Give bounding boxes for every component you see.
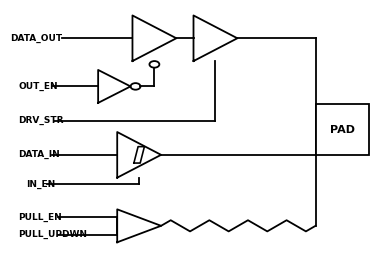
Text: PULL_EN: PULL_EN (18, 212, 62, 221)
Bar (315, 104, 369, 155)
Text: PULL_UPDWN: PULL_UPDWN (18, 230, 87, 239)
Text: IN_EN: IN_EN (26, 179, 55, 189)
Text: DATA_OUT: DATA_OUT (10, 34, 63, 43)
Text: DATA_IN: DATA_IN (18, 150, 60, 160)
Text: PAD: PAD (330, 125, 355, 134)
Text: DRV_STR: DRV_STR (18, 116, 63, 125)
Text: OUT_EN: OUT_EN (18, 82, 58, 91)
